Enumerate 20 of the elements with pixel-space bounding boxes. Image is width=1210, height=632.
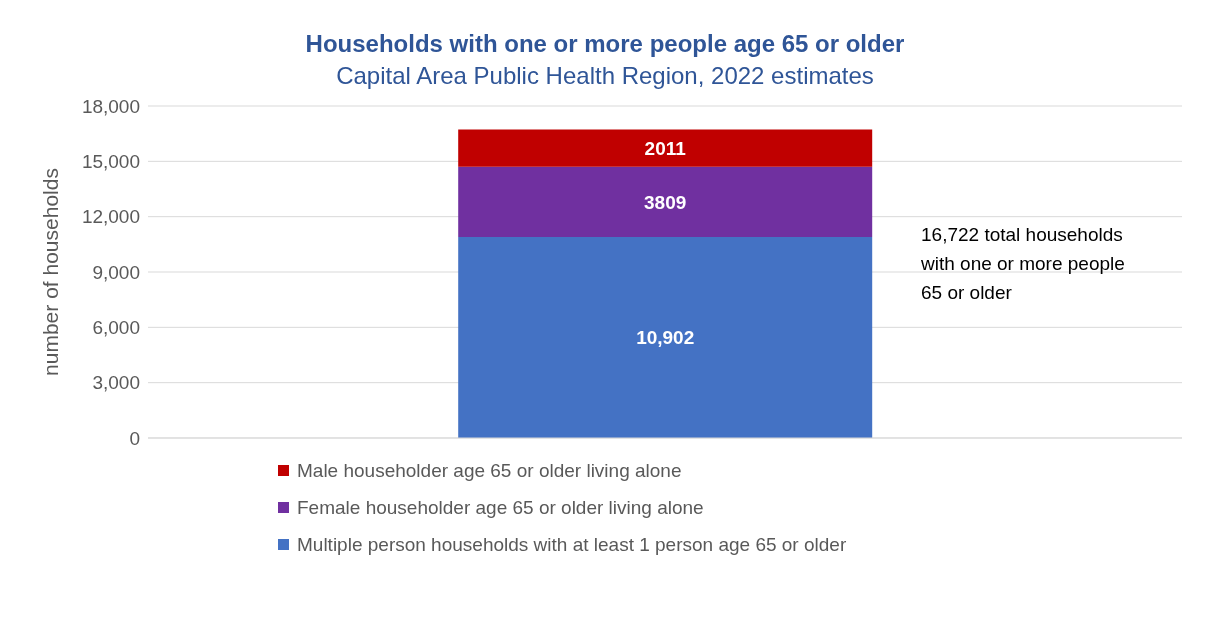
y-tick-label: 3,000	[92, 372, 140, 394]
y-tick-label: 6,000	[92, 317, 140, 339]
y-tick-label: 9,000	[92, 261, 140, 283]
bar	[458, 166, 873, 237]
chart-subtitle: Capital Area Public Health Region, 2022 estimates	[335, 62, 875, 90]
y-tick-label: 18,000	[81, 95, 140, 117]
data-label: 10,902	[636, 327, 695, 349]
bar	[458, 129, 873, 167]
bar	[458, 236, 873, 438]
y-tick-label: 12,000	[81, 206, 140, 228]
data-label: 3809	[644, 191, 687, 213]
legend-label: Multiple person households with at least 1 person age 65 or older	[297, 533, 847, 556]
y-tick-label: 0	[129, 427, 140, 449]
data-label: 2011	[644, 137, 687, 159]
y-axis-title: number of households	[39, 168, 63, 376]
y-tick-label: 15,000	[81, 151, 140, 173]
legend-label: Male householder age 65 or older living alone	[297, 459, 682, 482]
legend-label: Female householder age 65 or older living alone	[297, 496, 704, 519]
annotation: 16,722 total households with one or more people 65 or older	[921, 223, 1125, 305]
chart-title: Households with one or more people age 65 or older	[304, 30, 906, 58]
